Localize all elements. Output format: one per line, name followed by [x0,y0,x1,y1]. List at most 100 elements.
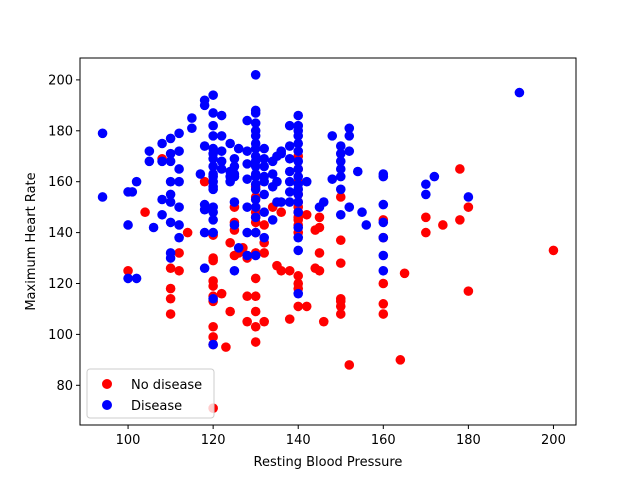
data-point-no-disease [216,288,227,299]
data-point-disease [242,174,252,184]
data-point-disease [165,133,176,144]
data-point-disease [378,250,389,261]
data-point-no-disease [548,245,559,256]
data-point-disease [208,143,218,154]
data-point-no-disease [250,321,261,332]
data-point-no-disease [284,265,295,276]
data-point-disease [463,192,474,202]
data-point-disease [378,199,389,210]
legend-label-disease: Disease [131,399,182,414]
data-point-disease [225,138,235,149]
data-point-disease [199,199,210,210]
data-point-disease [250,125,261,136]
data-point-disease [318,197,329,207]
data-point-no-disease [378,299,389,309]
data-point-no-disease [276,207,287,218]
data-point-disease [187,113,197,123]
data-point-no-disease [208,332,218,342]
data-point-no-disease [259,220,269,230]
data-point-disease [259,171,269,182]
x-axis-title: Resting Blood Pressure [254,455,403,470]
data-point-no-disease [335,258,346,268]
data-point-no-disease [455,164,465,174]
x-tick-label: 180 [456,433,481,448]
data-point-disease [174,176,184,187]
data-point-disease [250,105,261,116]
data-point-disease [284,166,295,177]
data-point-no-disease [242,316,252,327]
data-point-disease [229,169,240,179]
y-tick-label: 120 [48,277,73,292]
data-point-no-disease [318,316,329,327]
data-point-no-disease [208,321,218,332]
data-point-disease [208,161,218,172]
data-point-no-disease [455,215,465,225]
data-point-no-disease [250,273,261,284]
x-tick-label: 120 [201,433,226,448]
data-point-disease [352,166,363,177]
data-point-disease [208,202,218,212]
data-point-no-disease [344,360,355,370]
data-point-disease [123,273,133,284]
data-point-disease [174,232,184,243]
data-point-disease [229,197,240,207]
data-point-disease [361,220,372,230]
data-point-disease [378,265,389,276]
data-point-disease [157,138,167,149]
data-point-disease [250,70,261,80]
data-point-disease [208,227,218,238]
data-point-no-disease [208,276,218,286]
data-point-disease [229,265,240,276]
data-point-no-disease [301,301,312,312]
data-point-disease [293,245,304,256]
data-point-disease [284,120,295,131]
data-point-disease [293,207,304,218]
data-point-no-disease [399,268,410,279]
data-point-disease [335,209,346,220]
data-point-no-disease [335,293,346,304]
data-point-disease [229,220,240,230]
data-point-disease [327,131,338,141]
data-point-disease [293,288,304,299]
data-point-disease [250,202,261,212]
data-point-no-disease [378,309,389,319]
y-axis-title: Maximum Heart Rate [24,172,39,310]
data-point-disease [187,123,197,134]
data-point-disease [250,179,261,190]
data-point-no-disease [250,306,261,317]
data-point-disease [242,159,252,169]
data-point-no-disease [293,278,304,289]
y-axis-ticks: 80 100 120 140 160 180 200 [48,73,80,394]
data-point-disease [242,115,252,126]
data-point-no-disease [378,278,389,289]
data-point-disease [335,148,346,159]
data-point-disease [259,161,269,172]
data-point-no-disease [314,248,325,258]
data-point-disease [208,169,218,179]
data-point-no-disease [395,355,406,365]
data-point-no-disease [199,176,210,187]
data-point-disease [293,232,304,243]
data-point-disease [421,189,431,200]
data-point-disease [429,171,440,182]
data-point-disease [233,143,244,154]
data-point-disease [208,131,218,141]
data-point-disease [259,143,269,154]
data-point-no-disease [314,265,325,276]
data-point-disease [165,176,176,187]
data-point-no-disease [225,306,235,317]
legend-marker-no-disease [102,379,112,389]
data-point-disease [284,141,295,151]
data-point-no-disease [293,301,304,312]
plot-frame [79,57,577,426]
data-point-disease [208,293,218,304]
data-point-disease [293,197,304,207]
data-point-disease [335,171,346,182]
data-point-disease [229,153,240,164]
data-point-disease [229,161,240,172]
data-point-disease [216,156,227,167]
data-point-disease [293,179,304,190]
data-point-no-disease [242,291,252,302]
